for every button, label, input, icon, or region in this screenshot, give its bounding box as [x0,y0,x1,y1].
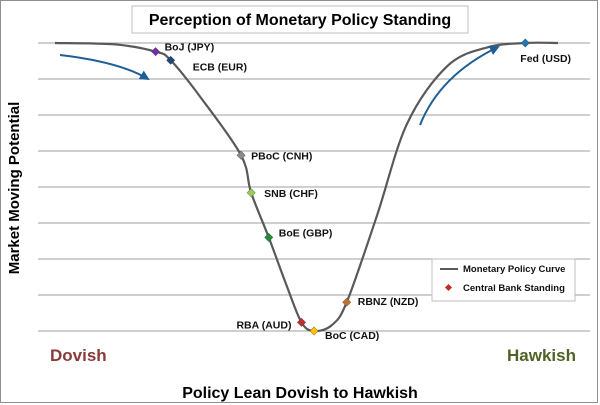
point-marker-pboc [236,150,246,160]
point-marker-rba [296,317,306,327]
dovish-label: Dovish [50,346,107,365]
point-marker-fed [520,38,530,48]
point-marker-snb [246,188,256,198]
legend-item-curve: Monetary Policy Curve [463,264,565,275]
left-trend-arrow [59,54,150,81]
right-trend-arrow [419,45,500,126]
y-axis-label: Market Moving Potential [6,102,23,275]
point-label-boe: BoE (GBP) [279,227,333,239]
legend-box [431,258,576,302]
point-marker-ecb [166,55,176,65]
central-bank-points: BoJ (JPY) ECB (EUR) PBoC (CNH) SNB (CHF) BoE… [151,38,571,342]
point-marker-rbnz [342,297,352,307]
point-label-boj: BoJ (JPY) [165,42,215,54]
point-label-ecb: ECB (EUR) [193,61,247,73]
x-axis-label: Policy Lean Dovish to Hawkish [182,385,418,402]
chart-title: Perception of Monetary Policy Standing [149,12,451,29]
point-label-rba: RBA (AUD) [236,319,291,331]
point-label-snb: SNB (CHF) [264,188,318,200]
point-label-pboc: PBoC (CNH) [251,150,312,162]
point-label-fed: Fed (USD) [520,53,571,65]
point-label-rbnz: RBNZ (NZD) [358,296,419,308]
legend-marker-swatch [444,283,453,292]
point-label-boc: BoC (CAD) [325,330,379,342]
point-marker-boj [151,47,161,57]
hawkish-label: Hawkish [507,346,576,365]
legend-item-standing: Central Bank Standing [463,283,565,294]
title-box [131,5,469,34]
point-marker-boe [264,232,274,242]
point-marker-boc [309,326,319,336]
legend: Monetary Policy Curve Central Bank Stand… [431,258,576,302]
